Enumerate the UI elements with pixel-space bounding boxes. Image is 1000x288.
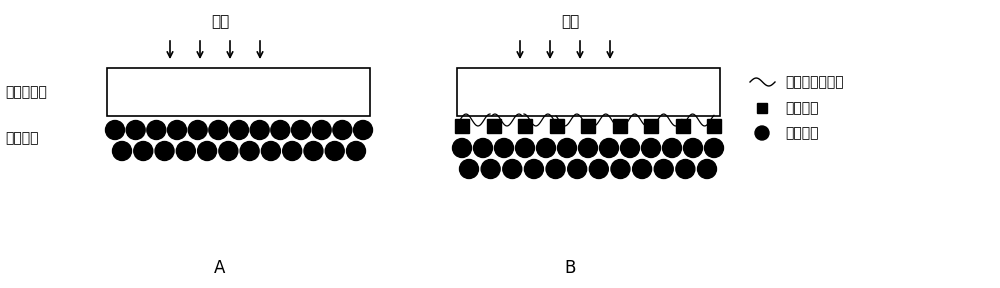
Circle shape [481, 160, 500, 179]
Circle shape [503, 160, 522, 179]
Circle shape [147, 120, 166, 139]
Bar [676, 119, 690, 133]
Circle shape [578, 139, 598, 158]
Bar [707, 119, 721, 133]
Circle shape [516, 139, 534, 158]
Circle shape [568, 160, 587, 179]
Circle shape [633, 160, 652, 179]
Circle shape [168, 120, 186, 139]
Circle shape [684, 139, 702, 158]
Circle shape [271, 120, 290, 139]
Bar [644, 119, 658, 133]
Circle shape [642, 139, 660, 158]
Text: 催化材料: 催化材料 [5, 131, 38, 145]
Text: 高分子聚合物链: 高分子聚合物链 [785, 75, 844, 89]
Circle shape [620, 139, 640, 158]
Circle shape [155, 141, 174, 160]
Circle shape [676, 160, 695, 179]
Circle shape [219, 141, 238, 160]
Circle shape [654, 160, 673, 179]
Bar [455, 119, 469, 133]
Circle shape [250, 120, 269, 139]
Circle shape [755, 126, 769, 140]
Text: 防水透气膜: 防水透气膜 [5, 85, 47, 99]
Text: 气体: 气体 [211, 14, 229, 29]
Text: A: A [214, 259, 226, 277]
Circle shape [240, 141, 259, 160]
Bar [757, 103, 767, 113]
Circle shape [474, 139, 492, 158]
Circle shape [662, 139, 682, 158]
Text: 导电材料: 导电材料 [785, 101, 818, 115]
Circle shape [452, 139, 472, 158]
Circle shape [325, 141, 344, 160]
Text: B: B [564, 259, 576, 277]
Text: 催化材料: 催化材料 [785, 126, 818, 140]
Circle shape [704, 139, 724, 158]
Circle shape [261, 141, 280, 160]
Bar [107, 68, 370, 116]
Circle shape [106, 120, 124, 139]
Circle shape [112, 141, 132, 160]
Bar [612, 119, 626, 133]
Circle shape [536, 139, 556, 158]
Circle shape [292, 120, 310, 139]
Circle shape [134, 141, 153, 160]
Circle shape [698, 160, 716, 179]
Bar [550, 119, 564, 133]
Circle shape [230, 120, 248, 139]
Circle shape [312, 120, 331, 139]
Circle shape [546, 160, 565, 179]
Circle shape [600, 139, 618, 158]
Circle shape [188, 120, 207, 139]
Circle shape [209, 120, 228, 139]
Circle shape [589, 160, 608, 179]
Circle shape [494, 139, 514, 158]
Circle shape [198, 141, 217, 160]
Bar [581, 119, 595, 133]
Circle shape [354, 120, 372, 139]
Circle shape [176, 141, 195, 160]
Circle shape [333, 120, 352, 139]
Bar [486, 119, 501, 133]
Circle shape [347, 141, 366, 160]
Circle shape [460, 160, 479, 179]
Circle shape [558, 139, 576, 158]
Text: 气体: 气体 [561, 14, 579, 29]
Bar [518, 119, 532, 133]
Bar [457, 68, 720, 116]
Circle shape [524, 160, 543, 179]
Circle shape [126, 120, 145, 139]
Circle shape [304, 141, 323, 160]
Circle shape [611, 160, 630, 179]
Circle shape [283, 141, 302, 160]
